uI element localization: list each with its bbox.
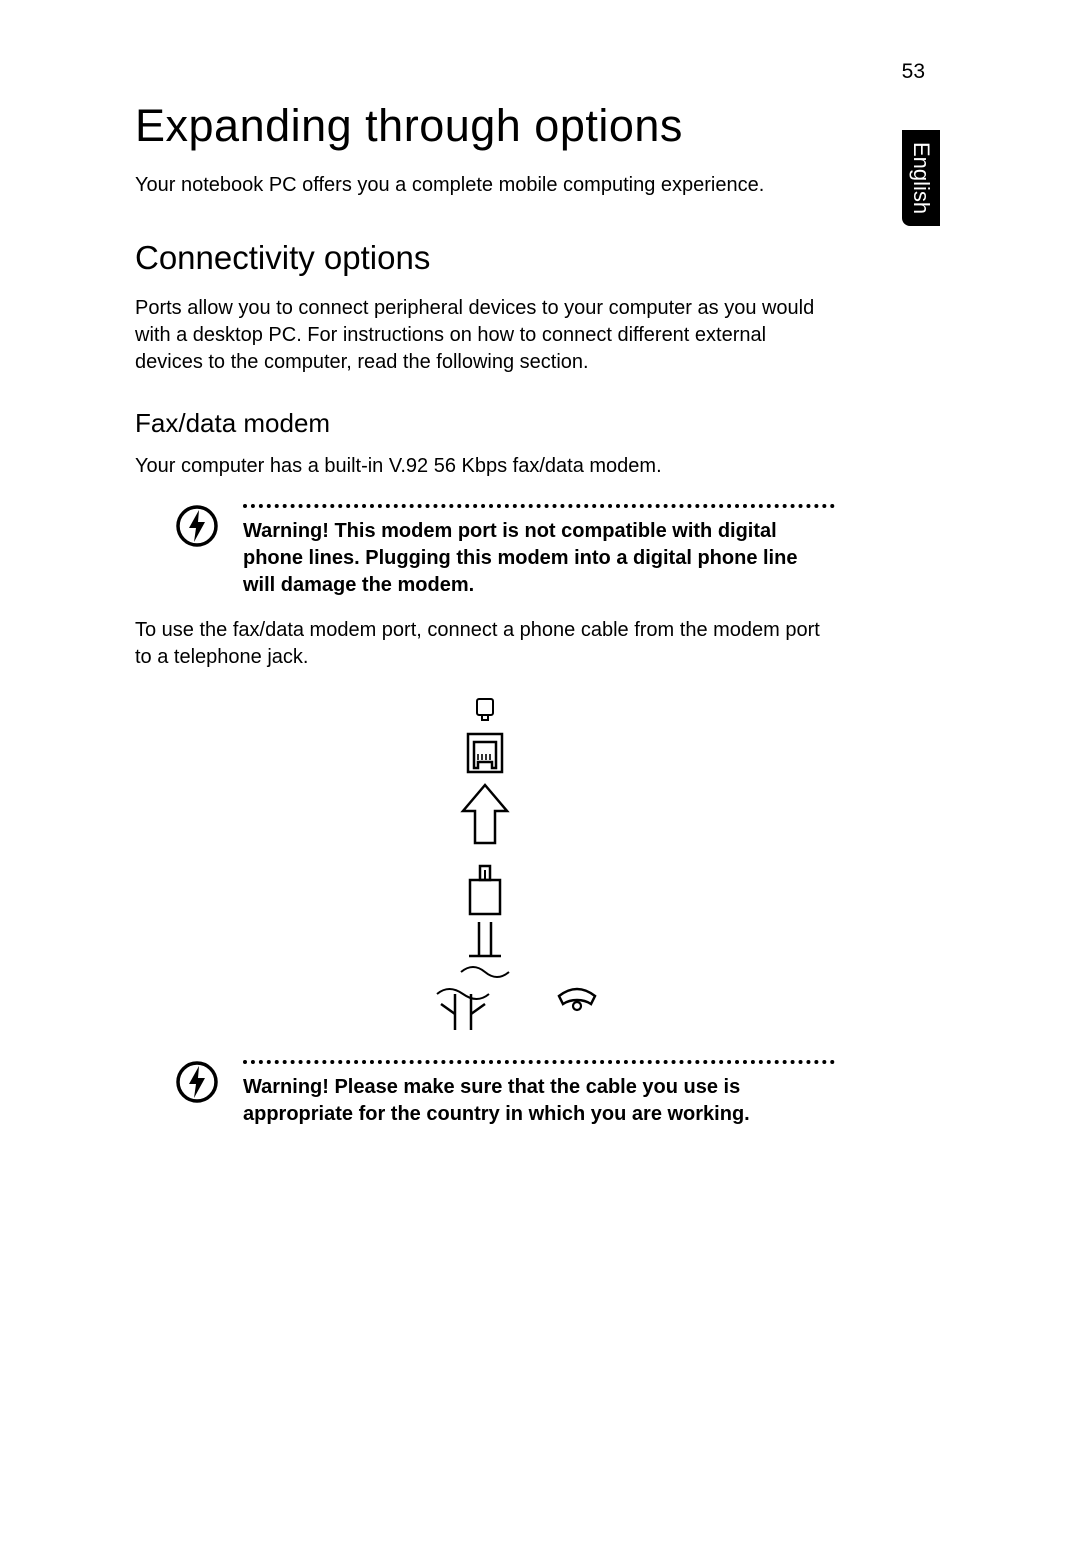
dotted-divider	[243, 504, 835, 508]
connectivity-paragraph: Ports allow you to connect peripheral de…	[135, 295, 835, 376]
subsection-heading-h3: Fax/data modem	[135, 408, 835, 439]
rj11-plug-icon	[460, 862, 510, 920]
warning-block-2: Warning! Please make sure that the cable…	[135, 1060, 835, 1128]
modem-connection-diagram	[135, 693, 835, 1036]
modem-paragraph-2: To use the fax/data modem port, connect …	[135, 617, 835, 671]
lightning-warning-icon	[175, 1060, 233, 1109]
language-tab: English	[902, 130, 940, 226]
dotted-divider	[243, 1060, 835, 1064]
page-number: 53	[902, 60, 925, 84]
warning-text-1: Warning! This modem port is not compatib…	[243, 518, 835, 599]
modem-port-symbol-icon	[471, 695, 499, 723]
lightning-warning-icon	[175, 504, 233, 553]
warning-block-1: Warning! This modem port is not compatib…	[135, 504, 835, 599]
rj11-jack-icon	[460, 728, 510, 778]
page-content: Expanding through options Your notebook …	[135, 100, 835, 1146]
section-heading-h2: Connectivity options	[135, 239, 835, 277]
intro-paragraph: Your notebook PC offers you a complete m…	[135, 172, 835, 199]
telephone-icon	[555, 984, 599, 1019]
page-title-h1: Expanding through options	[135, 100, 835, 152]
cable-segment-icon	[455, 922, 515, 982]
warning-text-2: Warning! Please make sure that the cable…	[243, 1074, 835, 1128]
up-arrow-icon	[457, 781, 513, 859]
wall-jack-icon	[431, 984, 495, 1034]
modem-paragraph-1: Your computer has a built-in V.92 56 Kbp…	[135, 453, 835, 480]
